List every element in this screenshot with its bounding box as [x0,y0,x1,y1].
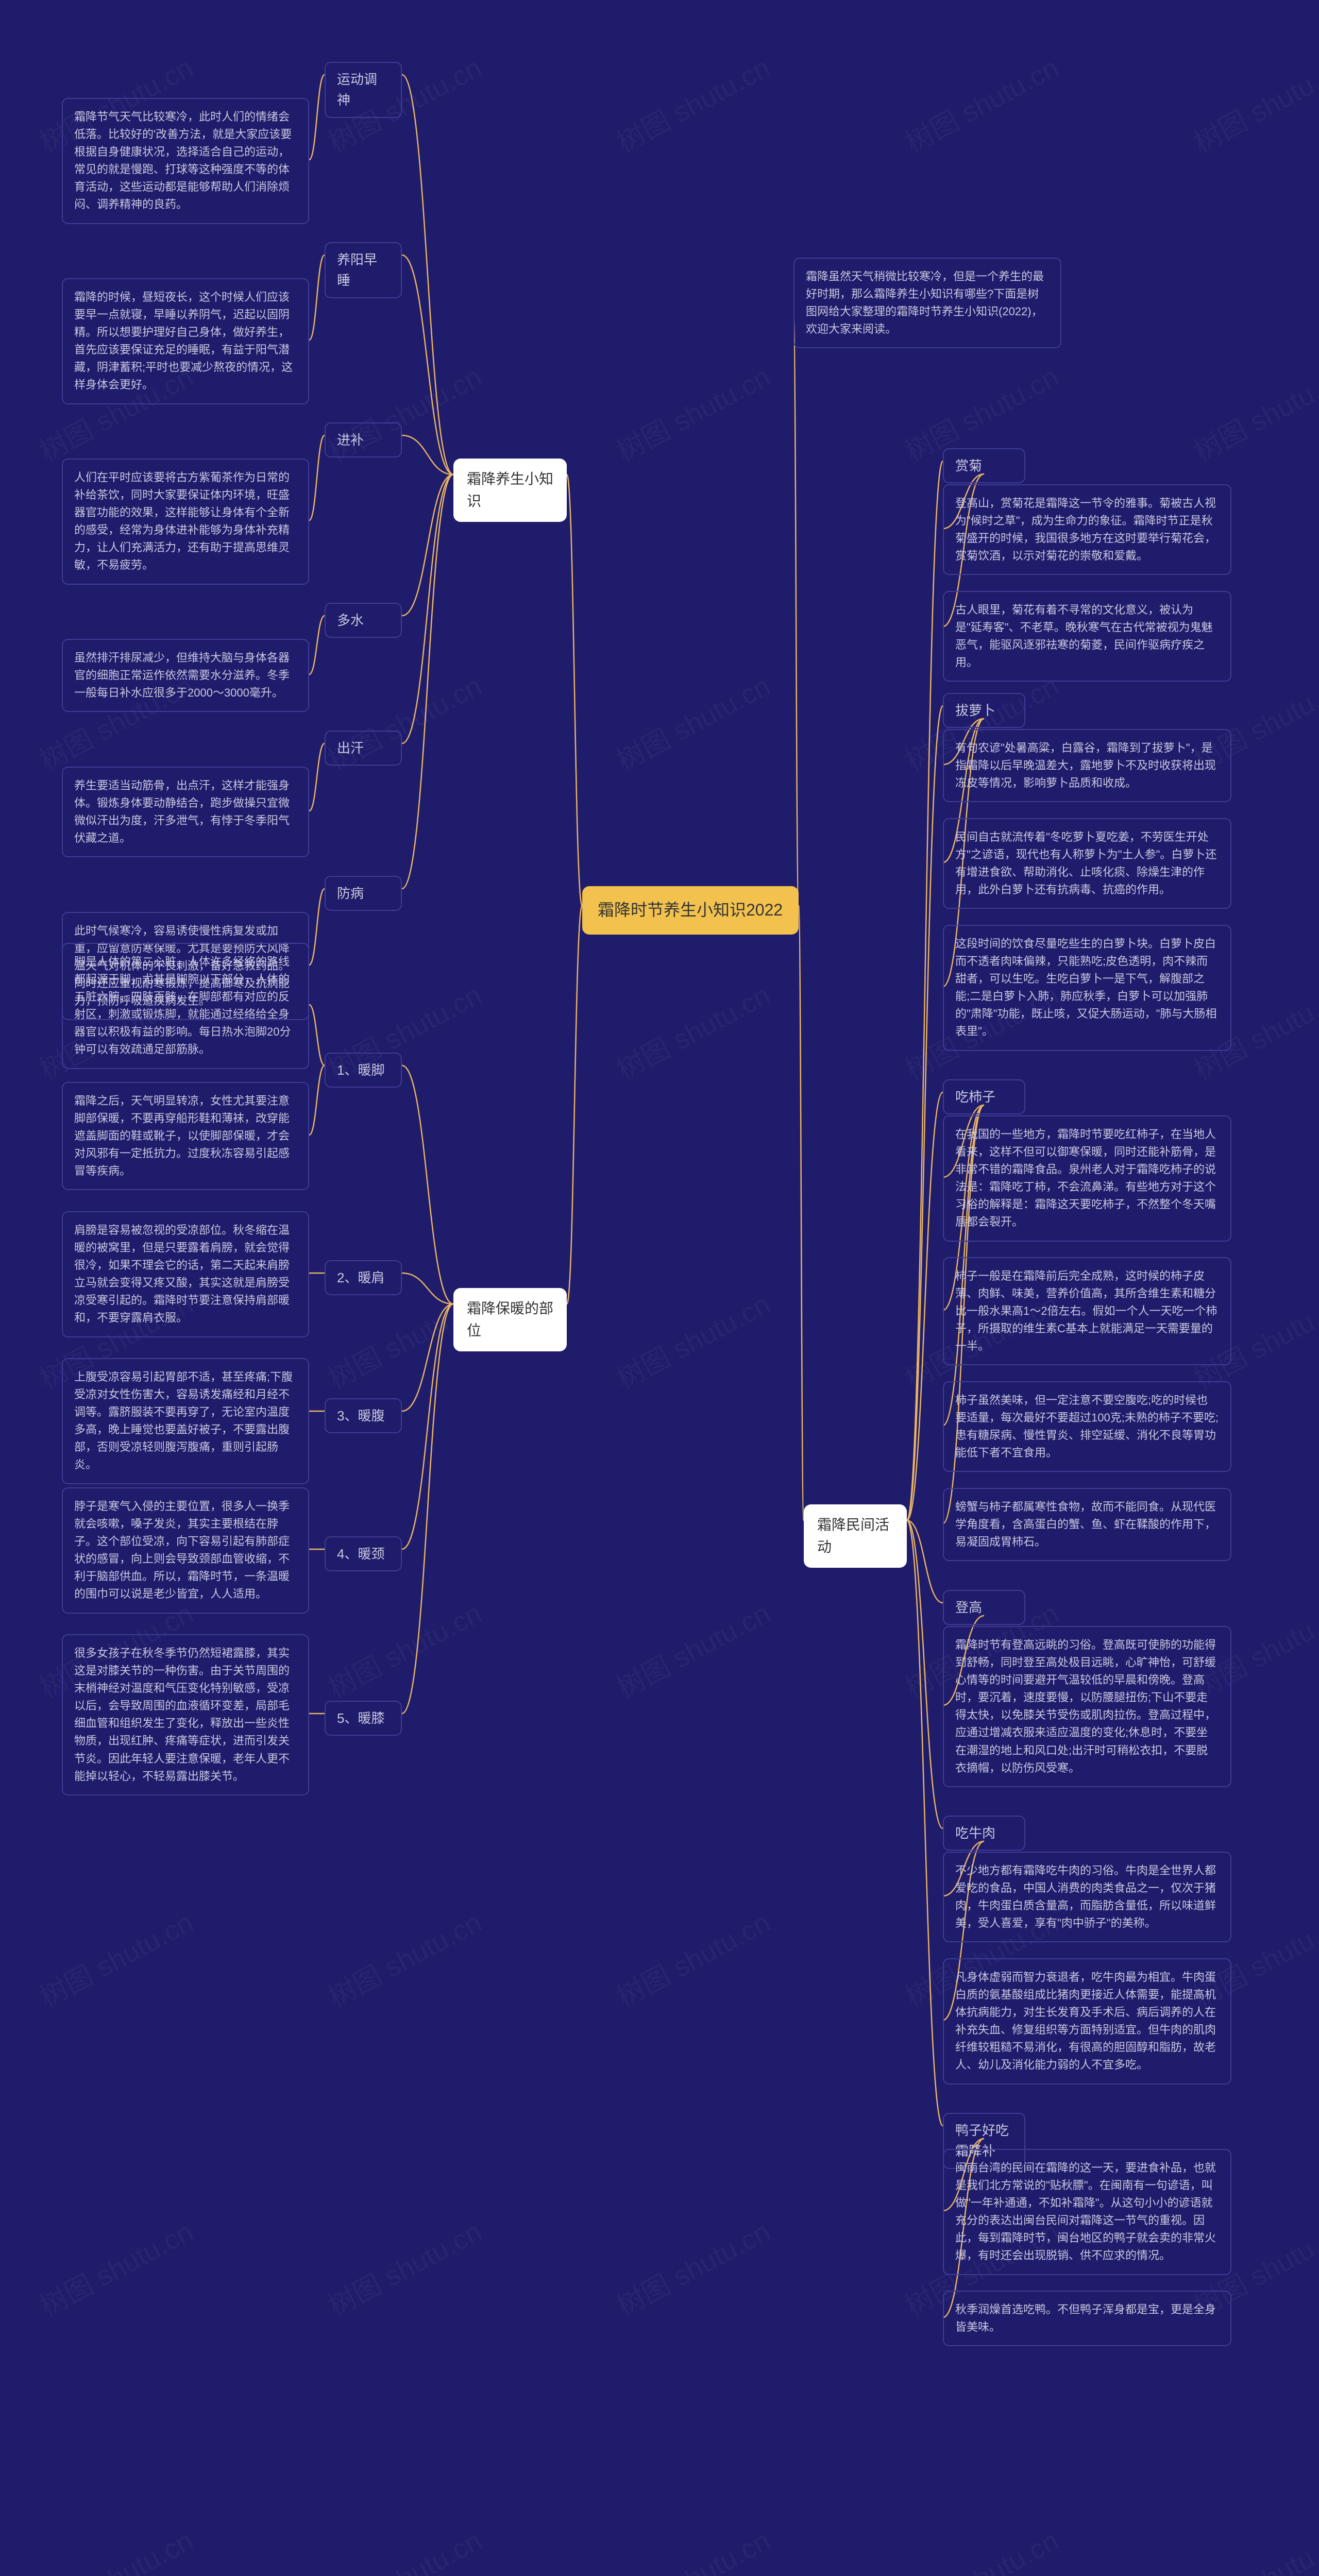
watermark: 树图 shutu.cn [31,2518,199,2576]
leaf-node: 古人眼里，菊花有着不寻常的文化意义，被认为是"延寿客"、不老草。晚秋寒气在古代常… [943,591,1231,682]
leaf-node: 秋季润燥首选吃鸭。不但鸭子浑身都是宝，更是全身皆美味。 [943,2291,1231,2346]
sub-node: 吃牛肉 [943,1816,1025,1851]
sub-node: 赏菊 [943,448,1025,483]
leaf-node: 很多女孩子在秋冬季节仍然短裙露膝，其实这是对膝关节的一种伤害。由于关节周围的末梢… [62,1634,309,1795]
watermark: 树图 shutu.cn [608,973,776,1088]
watermark: 树图 shutu.cn [1186,354,1319,469]
leaf-node: 人们在平时应该要将古方紫葡茶作为日常的补给茶饮，同时大家要保证体内环境，旺盛器官… [62,459,309,585]
watermark: 树图 shutu.cn [31,1900,199,2015]
sub-node: 养阳早睡 [325,242,402,298]
leaf-node: 民间自古就流传着"冬吃萝卜夏吃姜，不劳医生开处方"之谚语，现代也有人称萝卜为"土… [943,818,1231,909]
watermark: 树图 shutu.cn [608,664,776,778]
leaf-node: 养生要适当动筋骨，出点汗，这样才能强身体。锻炼身体要动静结合，跑步做操只宜微微似… [62,767,309,857]
leaf-node: 螃蟹与柿子都属寒性食物，故而不能同食。从现代医学角度看，含高蛋白的蟹、鱼、虾在鞣… [943,1488,1231,1561]
watermark: 树图 shutu.cn [320,1591,488,1706]
leaf-node: 这段时间的饮食尽量吃些生的白萝卜块。白萝卜皮白而不透者肉味偏辣，只能熟吃;皮色透… [943,925,1231,1051]
leaf-node: 闽南台湾的民间在霜降的这一天，要进食补品，也就是我们北方常说的"贴秋膘"。在闽南… [943,2149,1231,2275]
watermark: 树图 shutu.cn [608,1282,776,1397]
watermark: 树图 shutu.cn [608,354,776,469]
leaf-node: 肩膀是容易被忽视的受凉部位。秋冬缩在温暖的被窝里，但是只要露着肩膀，就会觉得很冷… [62,1211,309,1337]
watermark: 树图 shutu.cn [608,1591,776,1706]
leaf-node: 登高山，赏菊花是霜降这一节令的雅事。菊被古人视为"候时之草"，成为生命力的象征。… [943,484,1231,575]
root-node: 霜降时节养生小知识2022 [582,886,799,935]
sub-node: 进补 [325,422,402,457]
sub-node: 2、暖肩 [325,1260,402,1295]
leaf-node: 霜降节气天气比较寒冷，此时人们的情绪会低落。比较好的'改善方法，就是大家应该要根… [62,98,309,224]
branch-warm-parts: 霜降保暖的部位 [453,1288,567,1351]
watermark: 树图 shutu.cn [1186,45,1319,160]
leaf-node: 虽然排汗排尿减少，但维持大脑与身体各器官的细胞正常运作依然需要水分滋养。冬季一般… [62,639,309,712]
sub-node: 1、暖脚 [325,1053,402,1088]
intro-node: 霜降虽然天气稍微比较寒冷，但是一个养生的最好时期，那么霜降养生小知识有哪些?下面… [793,258,1061,348]
leaf-node: 脚是人体的第二心脏，人体许多经络的路线都起源于脚，尤其是脚腕以下部分，人体的五脏… [62,943,309,1069]
sub-node: 拔萝卜 [943,693,1025,728]
leaf-node: 柿子一般是在霜降前后完全成熟，这时候的柿子皮薄、肉鲜、味美，营养价值高，其所含维… [943,1257,1231,1365]
leaf-node: 霜降之后，天气明显转凉，女性尤其要注意脚部保暖，不要再穿船形鞋和薄袜，改穿能遮盖… [62,1082,309,1190]
leaf-node: 在我国的一些地方，霜降时节要吃红柿子，在当地人看来，这样不但可以御寒保暖，同时还… [943,1115,1231,1242]
branch-folk-activities: 霜降民间活动 [804,1504,907,1568]
sub-node: 3、暖腹 [325,1398,402,1433]
leaf-node: 上腹受凉容易引起胃部不适，甚至疼痛;下腹受凉对女性伤害大，容易诱发痛经和月经不调… [62,1358,309,1484]
branch-health-tips: 霜降养生小知识 [453,459,567,522]
watermark: 树图 shutu.cn [897,2518,1065,2576]
watermark: 树图 shutu.cn [608,45,776,160]
sub-node: 4、暖颈 [325,1536,402,1571]
watermark: 树图 shutu.cn [608,2518,776,2576]
watermark: 树图 shutu.cn [320,2518,488,2576]
watermark: 树图 shutu.cn [320,2209,488,2324]
sub-node: 防病 [325,876,402,911]
leaf-node: 凡身体虚弱而智力衰退者，吃牛肉最为相宜。牛肉蛋白质的氨基酸组成比猪肉更接近人体需… [943,1958,1231,2084]
leaf-node: 有句农谚"处暑高粱，白露谷，霜降到了拔萝卜"，是指霜降以后早晚温差大，露地萝卜不… [943,729,1231,802]
watermark: 树图 shutu.cn [1186,2518,1319,2576]
watermark: 树图 shutu.cn [897,45,1065,160]
watermark: 树图 shutu.cn [31,2209,199,2324]
sub-node: 登高 [943,1590,1025,1625]
leaf-node: 不少地方都有霜降吃牛肉的习俗。牛肉是全世界人都爱吃的食品，中国人消费的肉类食品之… [943,1852,1231,1942]
leaf-node: 霜降时节有登高远眺的习俗。登高既可使肺的功能得到舒畅，同时登至高处极目远眺，心旷… [943,1626,1231,1787]
leaf-node: 脖子是寒气入侵的主要位置，很多人一换季就会咳嗽，嗓子发炎，其实主要根结在脖子。这… [62,1487,309,1614]
watermark: 树图 shutu.cn [608,2209,776,2324]
watermark: 树图 shutu.cn [608,1900,776,2015]
watermark: 树图 shutu.cn [320,1900,488,2015]
sub-node: 多水 [325,603,402,638]
leaf-node: 霜降的时候，昼短夜长，这个时候人们应该要早一点就寝，早睡以养阴气，迟起以固阴精。… [62,278,309,404]
sub-node: 运动调神 [325,62,402,118]
sub-node: 5、暖膝 [325,1701,402,1736]
sub-node: 出汗 [325,731,402,766]
sub-node: 吃柿子 [943,1079,1025,1114]
leaf-node: 柿子虽然美味，但一定注意不要空腹吃;吃的时候也要适量，每次最好不要超过100克;… [943,1381,1231,1472]
